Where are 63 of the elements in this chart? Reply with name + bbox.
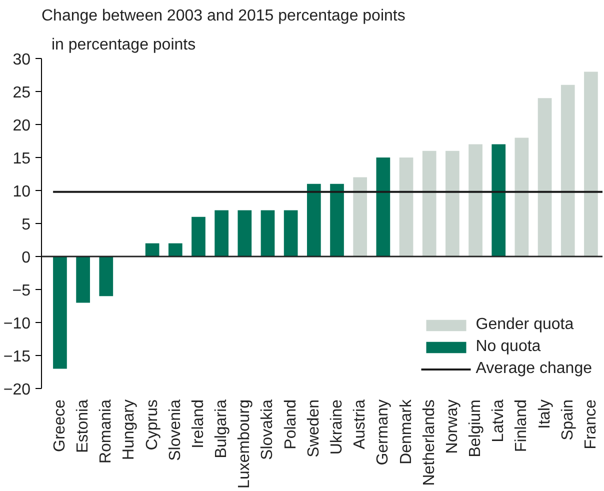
bar	[145, 243, 160, 256]
bar	[468, 144, 482, 256]
bar	[376, 158, 390, 256]
y-tick-label: −10	[3, 316, 31, 332]
x-tick-label: Greece	[51, 399, 68, 452]
x-tick-label: Sweden	[305, 399, 322, 458]
chart-title: Change between 2003 and 2015 percentage points	[42, 8, 406, 24]
x-tick-label: Germany	[374, 400, 392, 466]
x-tick-label: Bulgaria	[213, 399, 230, 458]
bar	[399, 158, 414, 256]
x-tick-label: Italy	[536, 400, 554, 429]
y-tick-label: −5	[12, 282, 31, 300]
bar	[76, 256, 90, 303]
bar	[260, 210, 275, 256]
x-tick-label: Netherlands	[420, 399, 438, 486]
y-tick-label: 25	[12, 84, 31, 102]
bar	[353, 177, 368, 256]
bar	[214, 210, 228, 256]
bar	[446, 150, 460, 256]
bar	[53, 256, 67, 369]
x-tick-label: Poland	[282, 399, 300, 450]
x-tick-label: Norway	[444, 400, 461, 454]
bar	[238, 210, 252, 256]
y-tick-label: −20	[3, 382, 31, 398]
bar	[99, 256, 114, 296]
x-tick-label: Estonia	[74, 399, 92, 453]
y-tick-label: 20	[12, 118, 31, 134]
x-tick-label: Spain	[559, 400, 576, 440]
x-tick-label: Romania	[98, 399, 115, 464]
bar	[538, 98, 552, 256]
bar	[584, 72, 598, 256]
legend-label: Average change	[476, 360, 592, 378]
x-tick-label: France	[582, 399, 600, 450]
legend-label: No quota	[476, 338, 541, 356]
bar	[422, 150, 436, 256]
x-tick-label: Ukraine	[328, 399, 346, 455]
x-tick-label: Luxembourg	[236, 399, 254, 488]
y-tick-label: 10	[12, 184, 31, 200]
bar	[306, 184, 321, 256]
y-tick-label: −15	[3, 348, 31, 366]
x-tick-label: Latvia	[490, 399, 508, 442]
y-axis-title: in percentage points	[52, 36, 196, 54]
x-tick-label: Denmark	[398, 398, 415, 464]
bar	[284, 210, 298, 256]
x-tick-label: Hungary	[120, 399, 138, 460]
y-tick-label: 15	[12, 150, 31, 168]
x-tick-label: Slovenia	[166, 399, 184, 461]
bar	[492, 144, 506, 256]
legend-label: Gender quota	[476, 316, 574, 334]
x-tick-label: Belgium	[467, 399, 484, 458]
bar	[168, 243, 182, 256]
y-tick-label: 0	[22, 250, 31, 266]
x-tick-label: Ireland	[190, 400, 207, 448]
bar	[560, 84, 575, 256]
y-tick-label: 30	[12, 52, 31, 68]
bar	[192, 216, 206, 256]
y-tick-label: 5	[22, 216, 31, 234]
x-tick-label: Finland	[513, 399, 530, 452]
bar	[514, 138, 529, 256]
x-tick-label: Cyprus	[144, 399, 161, 450]
bar	[330, 184, 344, 256]
x-tick-label: Austria	[352, 399, 369, 450]
x-tick-label: Slovakia	[259, 399, 276, 460]
